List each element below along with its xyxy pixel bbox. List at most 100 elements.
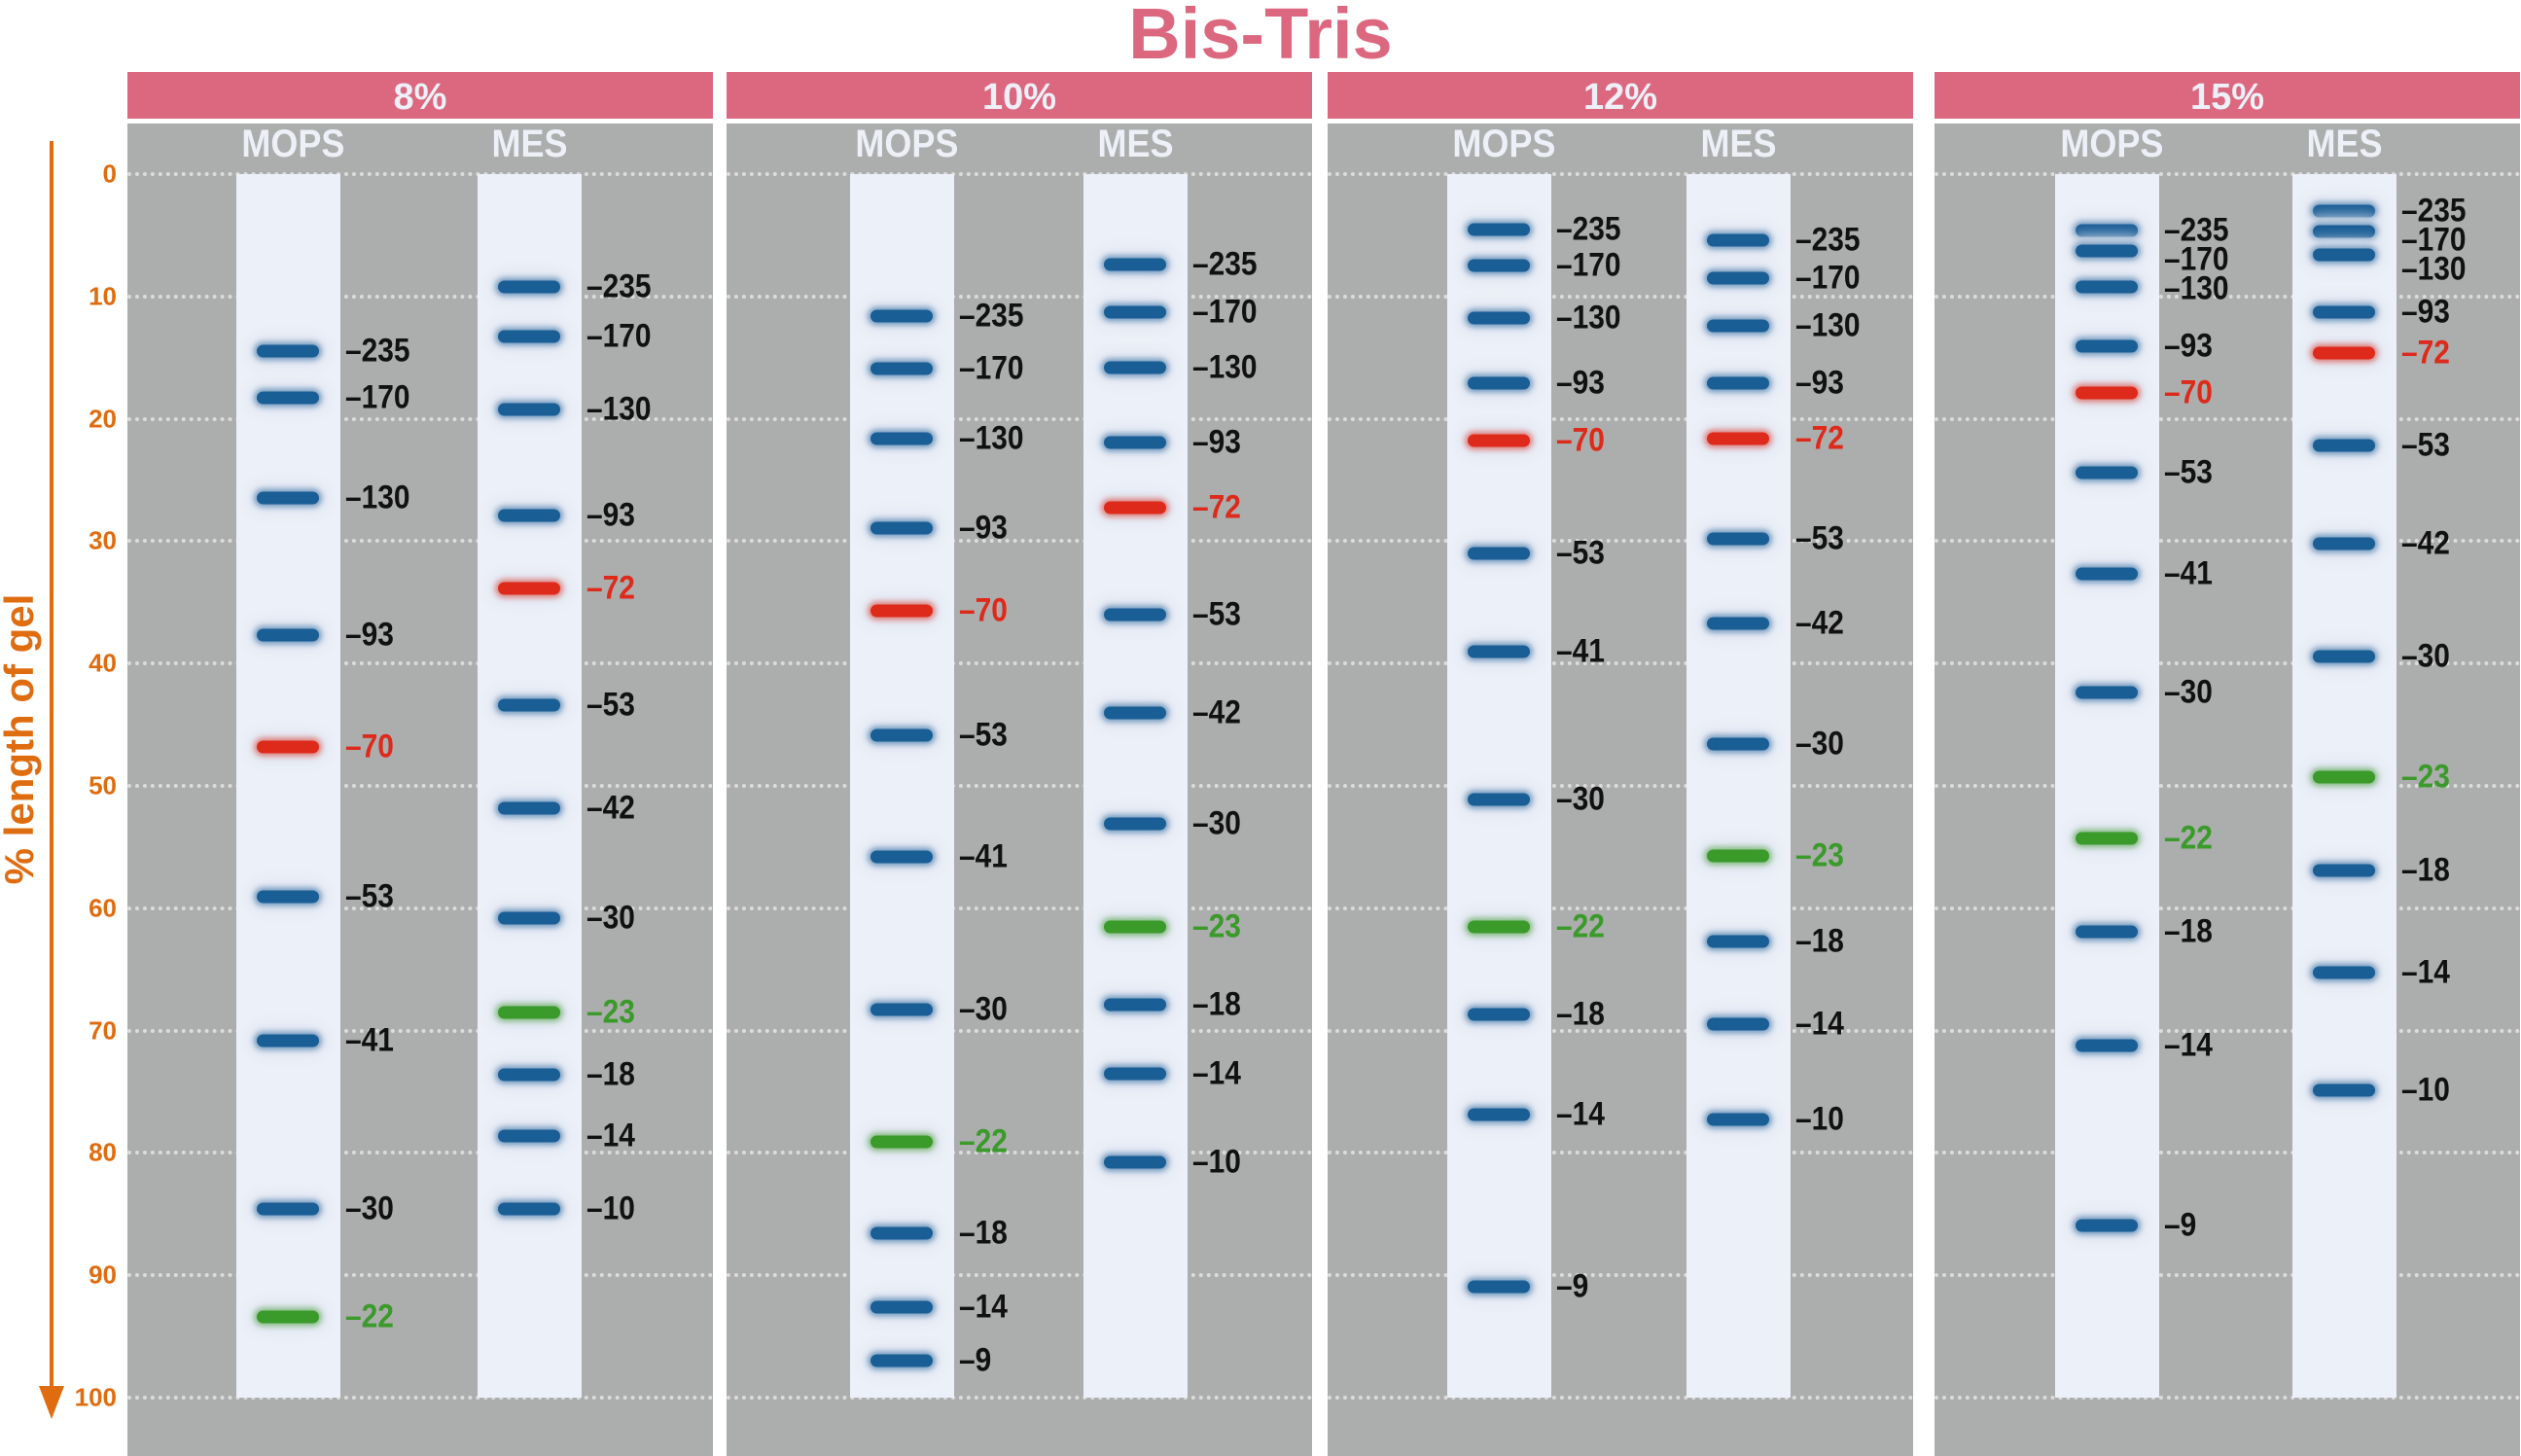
band-93 [2076, 339, 2138, 353]
gel-panel-15pct: 15% MOPS –235 –170 –130 –93 –70 –53 –41 –30 –22 –18… [1935, 72, 2520, 1456]
band-23 [498, 1006, 560, 1019]
band-42 [2313, 537, 2375, 550]
lane-mes [478, 174, 582, 1398]
band-label: –23 [586, 993, 635, 1031]
band-label: –93 [345, 616, 394, 654]
axis-line [50, 141, 53, 1396]
band-23 [2313, 770, 2375, 784]
band-30 [257, 1202, 319, 1216]
band-label: –30 [2164, 673, 2213, 711]
gridline [127, 661, 713, 666]
band-label: –14 [959, 1288, 1008, 1326]
band-label: –72 [586, 569, 635, 607]
band-170 [2313, 225, 2375, 238]
band-label: –53 [959, 716, 1008, 754]
gridline [1328, 539, 1913, 544]
band-label: –23 [2401, 758, 2450, 796]
band-14 [1104, 1067, 1166, 1081]
band-label: –72 [1192, 488, 1241, 526]
band-235 [1468, 223, 1530, 236]
band-42 [1707, 617, 1769, 630]
band-30 [2313, 650, 2375, 663]
band-label: –170 [959, 349, 1024, 387]
band-18 [2313, 864, 2375, 877]
band-72 [498, 582, 560, 595]
band-label: –130 [1192, 348, 1258, 386]
gridline [1935, 1273, 2520, 1278]
gridline [727, 661, 1312, 666]
gel-panel-8pct: 8% MOPS –235 –170 –130 –93 –70 –53 –41 –30 –22 MES –… [127, 72, 713, 1456]
band-label: –10 [1795, 1100, 1844, 1138]
lane-mes [1083, 174, 1188, 1398]
band-18 [498, 1068, 560, 1082]
band-label: –235 [2164, 211, 2229, 249]
band-53 [870, 728, 933, 742]
gridline [127, 1273, 713, 1278]
band-label: –30 [1192, 804, 1241, 842]
band-72 [1104, 501, 1166, 515]
y-axis-label: % length of gel [0, 593, 42, 885]
gridline [127, 1396, 713, 1400]
gridline [127, 1028, 713, 1033]
band-53 [498, 698, 560, 712]
axis-tick-label: 30 [89, 525, 117, 555]
band-130 [2076, 280, 2138, 294]
lane-label-mops: MOPS [2060, 123, 2164, 165]
band-170 [1104, 305, 1166, 319]
band-14 [498, 1129, 560, 1143]
panel-header: 10% [727, 72, 1312, 119]
gridline [1935, 416, 2520, 421]
lane-label-mes: MES [1700, 123, 1777, 165]
band-130 [257, 491, 319, 505]
gridline [1328, 906, 1913, 910]
band-18 [1707, 935, 1769, 948]
band-label: –22 [959, 1122, 1008, 1160]
band-label: –93 [1192, 423, 1241, 460]
gel-panel-12pct: 12% MOPS –235 –170 –130 –93 –70 –53 –41 –30 –22 –18… [1328, 72, 1913, 1456]
band-label: –14 [1192, 1054, 1241, 1092]
band-label: –93 [959, 509, 1008, 547]
band-170 [2076, 244, 2138, 258]
band-label: –22 [345, 1297, 394, 1335]
band-label: –9 [1556, 1267, 1589, 1305]
band-label: –170 [1556, 246, 1621, 284]
band-label: –41 [2164, 554, 2213, 592]
panel-header: 15% [1935, 72, 2520, 119]
band-label: –235 [1192, 245, 1258, 283]
gridline [1935, 1396, 2520, 1400]
gel-panel-10pct: 10% MOPS –235 –170 –130 –93 –70 –53 –41 –30 –22 –18… [727, 72, 1312, 1456]
band-label: –30 [2401, 637, 2450, 675]
band-label: –72 [1795, 419, 1844, 457]
gridline [1935, 784, 2520, 788]
band-label: –53 [586, 686, 635, 724]
band-93 [870, 521, 933, 535]
band-label: –42 [1192, 693, 1241, 731]
gridline [727, 539, 1312, 544]
band-14 [1468, 1108, 1530, 1121]
gridline [727, 1028, 1312, 1033]
band-label: –53 [1795, 519, 1844, 557]
band-label: –130 [1795, 306, 1861, 344]
axis-tick-label: 0 [102, 159, 117, 189]
axis-tick-label: 20 [89, 404, 117, 434]
gridline [1328, 1151, 1913, 1155]
lane-mes [2292, 174, 2397, 1398]
band-14 [2076, 1039, 2138, 1052]
band-235 [2076, 224, 2138, 237]
band-label: –235 [1795, 221, 1861, 259]
panel-header: 12% [1328, 72, 1913, 119]
gridline [727, 172, 1312, 176]
band-label: –14 [586, 1117, 635, 1154]
gridline [727, 784, 1312, 788]
gridline [727, 906, 1312, 910]
band-170 [1468, 259, 1530, 272]
band-label: –23 [1192, 907, 1241, 945]
band-label: –93 [2164, 327, 2213, 365]
gridline [1935, 539, 2520, 544]
band-235 [2313, 204, 2375, 218]
band-label: –130 [959, 419, 1024, 457]
band-label: –42 [1795, 604, 1844, 642]
band-93 [257, 628, 319, 642]
band-label: –42 [586, 789, 635, 827]
band-label: –41 [959, 837, 1008, 875]
